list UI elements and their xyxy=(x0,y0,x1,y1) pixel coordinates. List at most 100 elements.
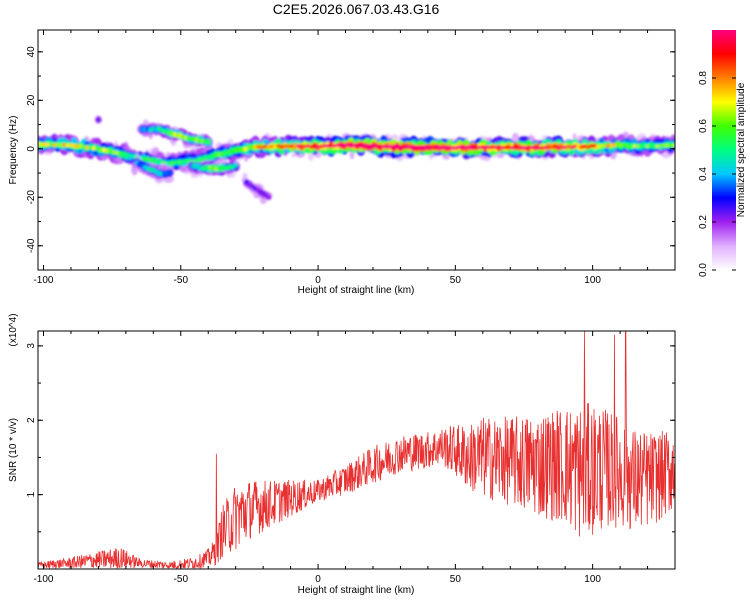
spectrogram-cell xyxy=(230,149,235,154)
spectrogram-cell xyxy=(302,144,308,149)
spectrogram-cell xyxy=(65,143,70,148)
spectrogram-cell xyxy=(233,162,239,168)
spectrogram-y-tick-label: 40 xyxy=(26,46,37,58)
spectrogram-cell xyxy=(605,143,611,148)
spectrogram-cell xyxy=(566,144,571,149)
spectrogram-cell xyxy=(411,145,416,150)
snr-x-tick-label: 50 xyxy=(450,574,462,585)
spectrogram-y-tick-label: 0 xyxy=(26,146,37,152)
spectrogram-cell xyxy=(91,146,97,151)
spectrogram-cell xyxy=(371,143,377,148)
spectrogram-cell xyxy=(309,144,314,149)
spectrogram-cell xyxy=(576,144,581,149)
spectrogram-cell xyxy=(200,156,205,161)
spectrogram-cell xyxy=(253,145,258,150)
spectrogram-cell xyxy=(464,145,469,150)
spectrogram-cell xyxy=(95,117,101,123)
spectrogram-cell xyxy=(447,145,453,150)
spectrogram-cell xyxy=(441,145,446,150)
spectrogram-frame xyxy=(37,29,676,271)
snr-x-tick-label: -50 xyxy=(174,574,189,585)
spectrogram-cell xyxy=(62,142,67,147)
spectrogram-cell xyxy=(273,144,278,149)
spectrogram-cell xyxy=(78,144,84,149)
spectrogram-cell xyxy=(500,145,505,150)
spectrogram-cell xyxy=(401,145,406,150)
spectrogram-cell xyxy=(315,144,321,149)
spectrogram-cell xyxy=(58,143,64,148)
spectrogram-cell xyxy=(638,143,644,148)
spectrogram-cell xyxy=(661,143,667,148)
colorbar-tick-label: 0.0 xyxy=(698,263,709,277)
spectrogram-cell xyxy=(506,145,512,150)
spectrogram-cell xyxy=(124,152,130,157)
spectrogram-cell xyxy=(460,145,466,150)
spectrogram-cell xyxy=(75,143,80,148)
spectrogram-cell xyxy=(352,143,357,148)
spectrogram-cell xyxy=(536,145,542,150)
colorbar-fill xyxy=(712,30,736,270)
spectrogram-cell xyxy=(263,144,268,149)
spectrogram-cell xyxy=(615,143,621,148)
spectrogram-cell xyxy=(296,143,301,148)
spectrogram-cell xyxy=(513,145,518,150)
spectrogram-cell xyxy=(167,170,173,176)
spectrogram-x-tick-label: -100 xyxy=(33,275,53,286)
spectrogram-cell xyxy=(226,150,232,155)
spectrogram-cell xyxy=(240,147,245,152)
spectrogram-cell xyxy=(572,144,578,149)
spectrogram-cell xyxy=(589,143,594,148)
spectrogram-cell xyxy=(385,144,390,149)
spectrogram-cell xyxy=(671,143,675,148)
spectrogram-cell xyxy=(632,144,637,149)
spectrogram-cell xyxy=(39,142,44,147)
spectrogram-cell xyxy=(539,146,545,151)
spectrogram-cell xyxy=(556,145,561,150)
snr-series-layer xyxy=(38,331,675,569)
spectrogram-cell xyxy=(381,144,387,149)
spectrogram-cell xyxy=(95,146,100,151)
spectrogram-y-axis: -40 -20 0 20 40 xyxy=(26,46,675,271)
spectrogram-cell xyxy=(286,144,291,149)
spectrogram-cell xyxy=(48,142,54,147)
spectrogram-cell xyxy=(342,143,347,148)
spectrogram-cell xyxy=(546,145,551,150)
spectrogram-cell xyxy=(530,145,535,150)
spectrogram-cell xyxy=(421,145,426,150)
snr-y-label: SNR (10 * v/v) xyxy=(8,418,19,482)
spectrogram-x-tick-label: -50 xyxy=(174,275,189,286)
spectrogram-cell xyxy=(329,143,334,148)
snr-series-line xyxy=(38,331,675,569)
spectrogram-y-tick-label: -40 xyxy=(26,238,37,253)
spectrogram-cell xyxy=(236,148,242,153)
spectrogram-cell xyxy=(154,158,159,163)
spectrogram-cell xyxy=(174,160,179,165)
spectrogram-cell xyxy=(85,145,90,150)
spectrogram-cell xyxy=(493,145,499,150)
spectrogram-y-tick-label: -20 xyxy=(26,190,37,205)
spectrogram-cell xyxy=(45,142,51,147)
colorbar: 0.0 0.2 0.4 0.6 0.8 Normalized spectral ampl… xyxy=(698,30,747,277)
spectrogram-cell xyxy=(599,143,604,148)
spectrogram-cell xyxy=(414,145,420,150)
spectrogram-x-label: Height of straight line (km) xyxy=(298,285,415,296)
spectrogram-cell xyxy=(394,145,400,150)
spectrogram-cell xyxy=(170,161,176,166)
snr-frame xyxy=(37,330,676,570)
spectrogram-cell xyxy=(322,143,327,148)
spectrogram-cell xyxy=(503,145,509,150)
spectrogram-x-tick-label: 0 xyxy=(315,275,321,286)
colorbar-tick-label: 0.4 xyxy=(698,167,709,181)
spectrogram-cell xyxy=(602,143,607,148)
snr-x-label: Height of straight line (km) xyxy=(298,585,415,596)
spectrogram-cell xyxy=(609,143,614,148)
snr-y-multiplier: (x10^4) xyxy=(8,313,19,346)
spectrogram-cell xyxy=(177,160,182,165)
spectrogram-cell xyxy=(398,145,403,150)
spectrogram-cell xyxy=(243,146,248,151)
colorbar-tick-label: 0.6 xyxy=(698,119,709,133)
snr-x-tick-label: 0 xyxy=(315,574,321,585)
colorbar-tick-label: 0.8 xyxy=(698,71,709,85)
spectrogram-cell xyxy=(618,142,624,147)
spectrogram-cell xyxy=(312,144,317,149)
